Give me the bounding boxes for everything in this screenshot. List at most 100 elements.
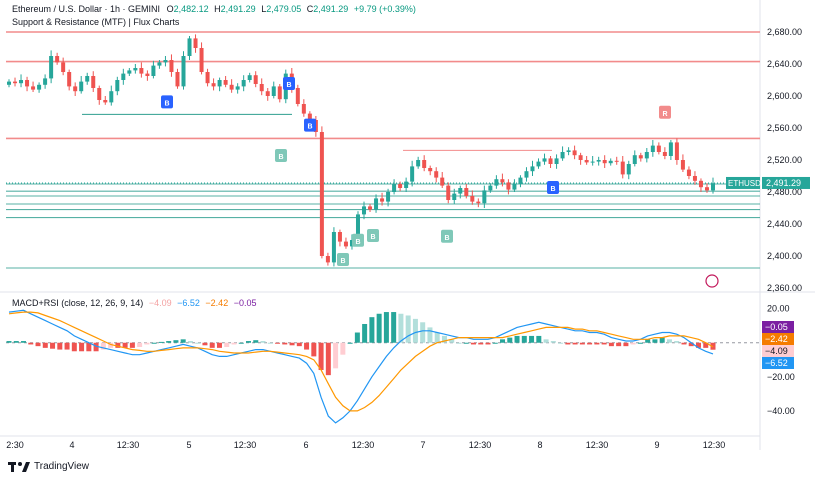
time-tick-label: 12:30 <box>469 440 492 450</box>
break-label: B <box>307 124 312 131</box>
macd-hist-bar <box>521 335 527 343</box>
macd-header[interactable]: MACD+RSI (close, 12, 26, 9, 14) −4.09 −6… <box>12 298 257 308</box>
open-value: 2,482.12 <box>173 4 209 14</box>
price-tick-label: 2,520.00 <box>767 155 802 165</box>
candle-body <box>37 84 42 90</box>
macd-hist-bar <box>122 342 128 348</box>
break-marker <box>337 253 349 266</box>
candle-body <box>488 185 493 191</box>
macd-value-tag-text: −0.05 <box>765 322 788 332</box>
candle-body <box>307 113 312 120</box>
macd-hist-bar <box>572 342 578 345</box>
break-marker <box>352 233 364 247</box>
open-label: O <box>166 4 174 14</box>
candle-body <box>674 142 679 160</box>
candle-body <box>566 150 571 152</box>
break-label: B <box>286 82 291 89</box>
macd-line <box>8 309 714 424</box>
macd-hist-bar <box>275 342 281 344</box>
candle-body <box>524 171 529 178</box>
candle-body <box>319 132 324 256</box>
macd-hist-bar <box>6 341 12 343</box>
macd-hist-bar <box>246 341 252 343</box>
candle-body <box>452 193 457 200</box>
high-value: 2,491.29 <box>220 4 256 14</box>
break-label: B <box>278 154 283 161</box>
macd-hist-bar <box>645 339 651 343</box>
break-marker <box>441 229 453 243</box>
break-label: B <box>550 186 555 193</box>
time-tick-label: 12:30 <box>586 440 609 450</box>
candle-body <box>614 160 619 162</box>
time-tick-label: 12:30 <box>234 440 257 450</box>
candle-body <box>127 70 132 74</box>
candle-body <box>193 38 198 48</box>
tradingview-brand[interactable]: TradingView <box>8 461 89 472</box>
macd-hist-bar <box>579 342 585 345</box>
candle-body <box>301 104 306 114</box>
macd-hist-bar <box>354 332 360 343</box>
break-label: R <box>662 111 667 118</box>
macd-value-tag-text: −2.42 <box>765 334 788 344</box>
candle-body <box>199 48 204 72</box>
candle-body <box>440 177 445 186</box>
macd-hist-bar <box>623 342 629 347</box>
macd-hist-bar <box>238 342 244 344</box>
candle-body <box>229 84 234 90</box>
macd-tick-label: −40.00 <box>767 406 795 416</box>
close-value: 2,491.29 <box>313 4 349 14</box>
candle-body <box>530 166 535 172</box>
candle-body <box>175 72 180 87</box>
macd-hist-bar <box>529 335 535 343</box>
candle-body <box>434 171 439 178</box>
indicator-label[interactable]: Support & Resistance (MTF) | Flux Charts <box>12 17 180 27</box>
signal-line <box>8 311 714 412</box>
macd-hist-bar <box>514 335 520 343</box>
macd-hist-bar <box>35 342 41 347</box>
candle-body <box>711 183 715 191</box>
branding-label: TradingView <box>34 461 90 472</box>
candle-body <box>668 142 673 156</box>
macd-value-tag-bg <box>762 333 794 345</box>
candle-body <box>464 188 469 196</box>
candle-body <box>25 80 30 87</box>
macd-hist-bar <box>231 342 237 345</box>
candle-body <box>115 80 120 92</box>
candle-body <box>31 86 36 90</box>
macd-hist-bar <box>703 342 709 348</box>
macd-tick-label: −20.00 <box>767 372 795 382</box>
macd-hist-bar <box>427 327 433 343</box>
candle-body <box>133 68 138 71</box>
price-tag-bg <box>762 176 810 189</box>
break-label: B <box>340 258 345 265</box>
candle-body <box>337 232 342 242</box>
macd-hist-bar <box>224 342 230 348</box>
macd-tick-label: 20.00 <box>767 304 790 314</box>
candle-body <box>349 240 354 247</box>
macd-hist-bar <box>500 339 506 343</box>
symbol-tag-bg <box>726 176 760 189</box>
break-label: B <box>370 234 375 241</box>
break-marker <box>659 105 671 119</box>
macd-hist-bar <box>362 323 368 343</box>
candle-body <box>518 177 523 184</box>
time-tick-label: 4 <box>69 440 74 450</box>
candle-body <box>458 188 463 194</box>
rsi-value: −0.05 <box>233 298 257 308</box>
macd-hist-bar <box>456 342 462 344</box>
candle-body <box>584 160 589 163</box>
macd-title: MACD+RSI (close, 12, 26, 9, 14) <box>12 298 144 308</box>
price-tag-text: 2,491.29 <box>766 178 801 188</box>
low-value: 2,479.05 <box>266 4 302 14</box>
macd-hist-bar <box>565 342 571 345</box>
macd-hist-bar <box>158 341 164 343</box>
macd-hist-bar <box>412 318 418 343</box>
candle-body <box>355 214 360 240</box>
candle-body <box>560 152 565 159</box>
candle-body <box>470 196 475 202</box>
candle-body <box>79 81 84 92</box>
candle-body <box>626 164 631 175</box>
macd-hist-bar <box>441 335 447 343</box>
macd-line-value: −6.52 <box>177 298 200 308</box>
